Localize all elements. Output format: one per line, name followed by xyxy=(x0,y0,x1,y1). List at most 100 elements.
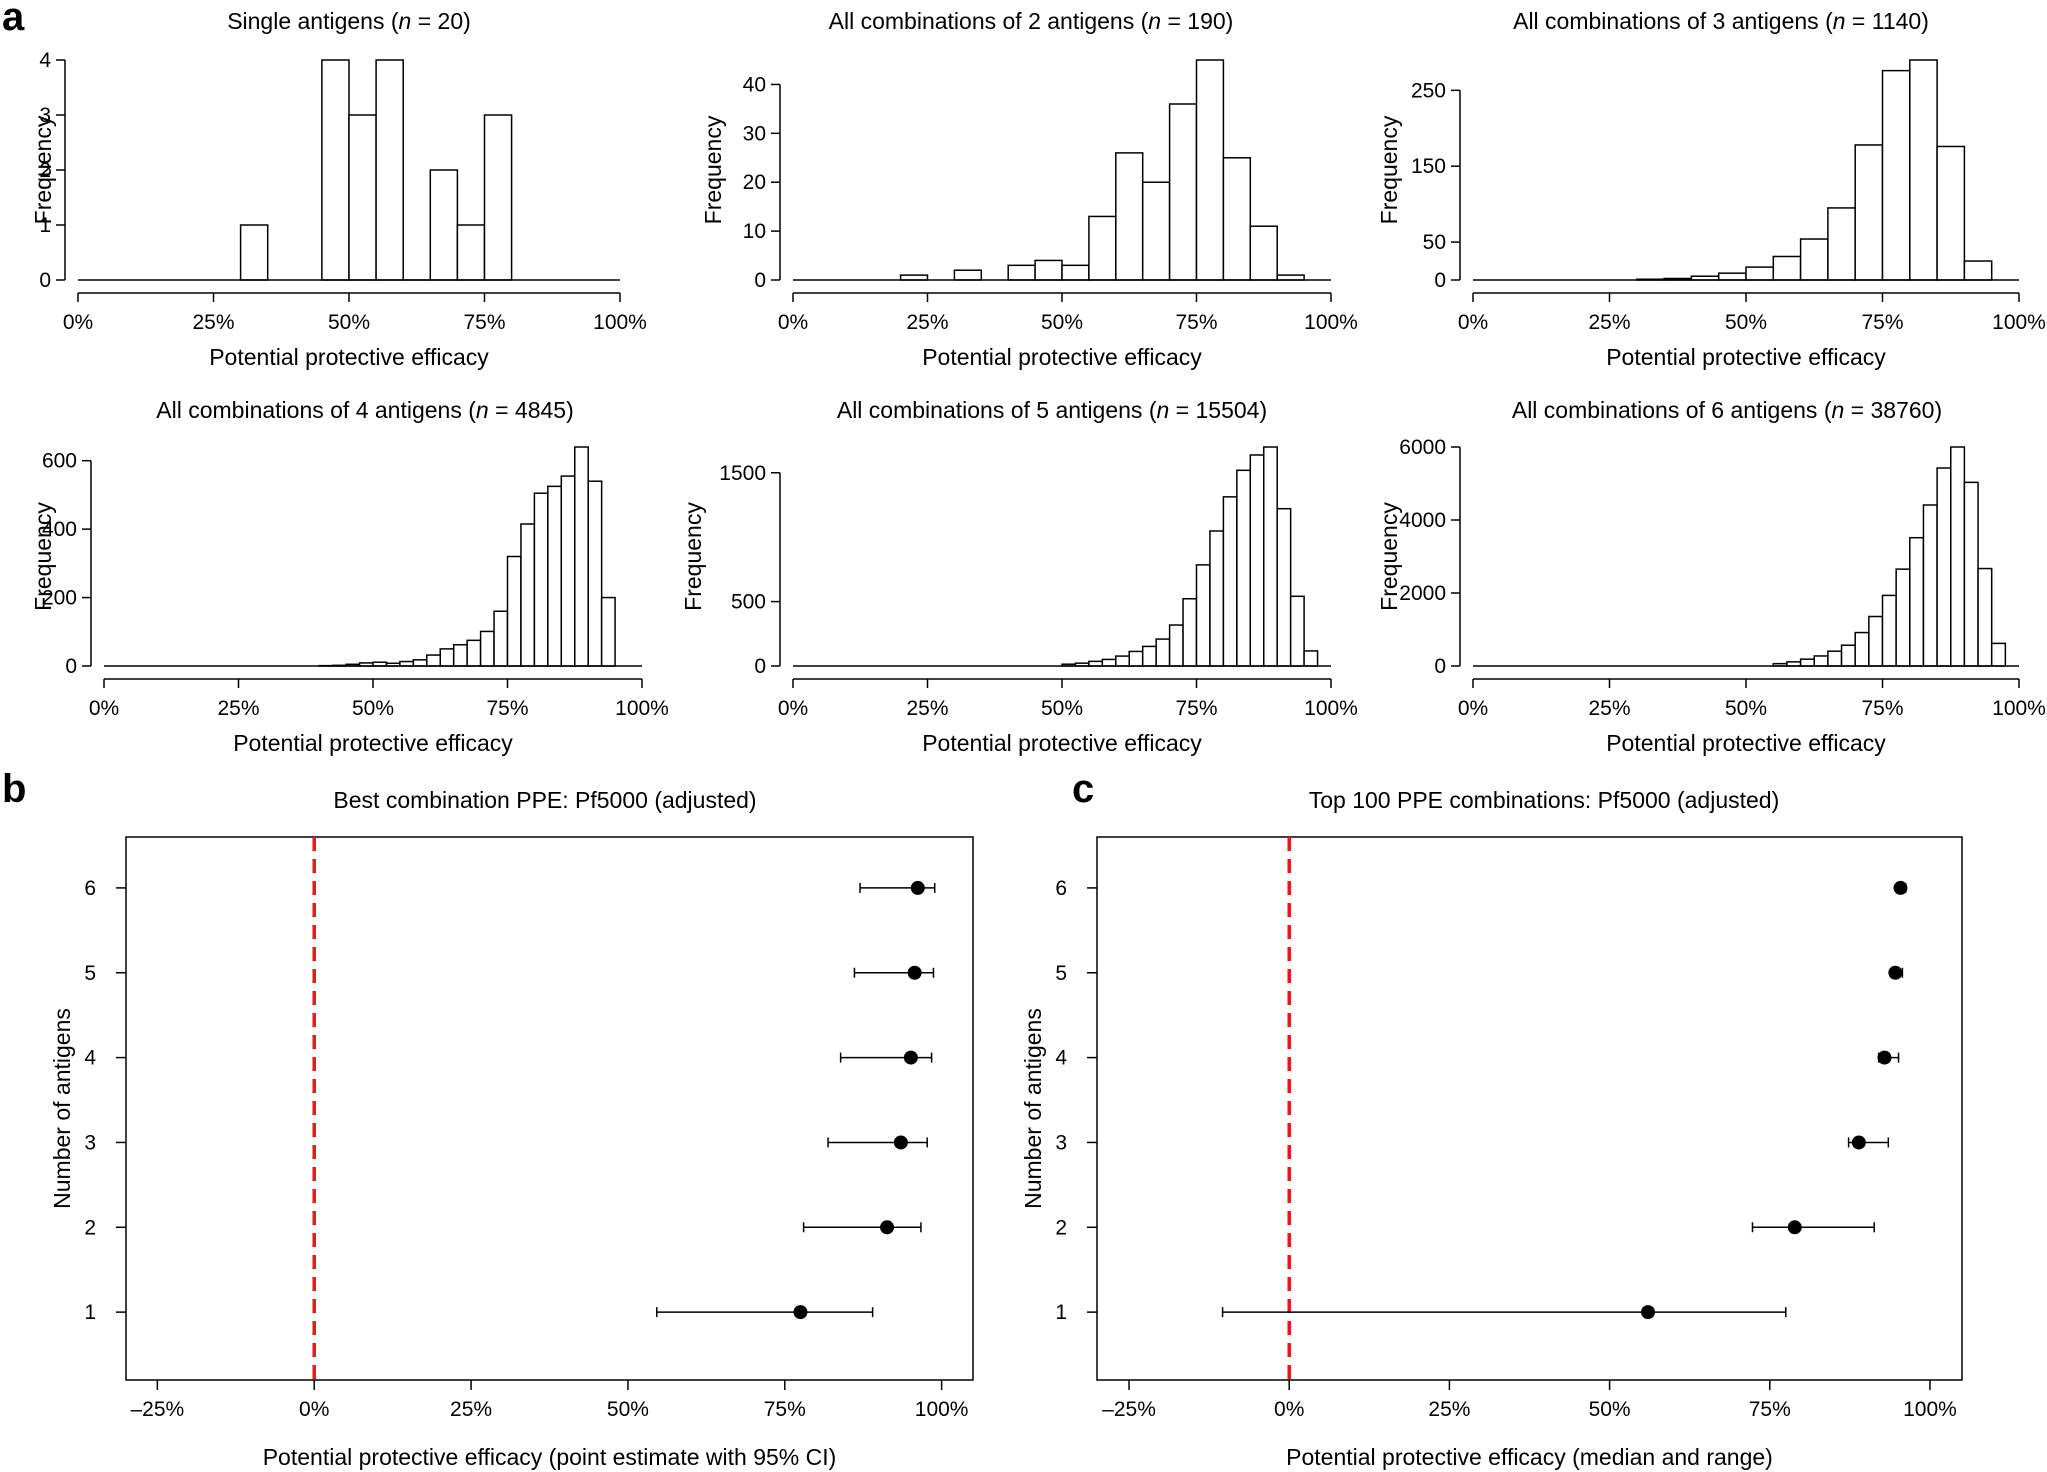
hist-5-bar xyxy=(1115,655,1131,667)
interval-b-x-tick-label: 0% xyxy=(299,1398,329,1421)
hist-5-y-tick-label: 500 xyxy=(731,591,766,614)
hist-4-bar xyxy=(439,648,455,667)
hist-1-bar xyxy=(456,224,486,281)
hist-2-x-label: Potential protective efficacy xyxy=(922,344,1202,370)
hist-5-y-tick-label: 0 xyxy=(754,655,766,678)
hist-1-bar xyxy=(483,114,513,281)
interval-c-y-label: Number of antigens xyxy=(1020,1008,1046,1209)
interval-c-x-tick-label: –25% xyxy=(1102,1398,1156,1421)
hist-6-y-tick-label: 6000 xyxy=(1399,436,1446,459)
interval-b-x-label: Potential protective efficacy (point est… xyxy=(263,1444,837,1470)
panel-label-a: a xyxy=(2,0,25,39)
interval-c-y-tick-label: 5 xyxy=(1055,962,1067,985)
hist-2-y-label: Frequency xyxy=(700,115,726,224)
interval-c-x-tick-label: 25% xyxy=(1428,1398,1470,1421)
interval-b-point xyxy=(907,965,922,980)
hist-2-bar xyxy=(953,269,983,281)
hist-2-bar xyxy=(1222,157,1252,281)
interval-c-plot-frame xyxy=(1096,836,1963,1381)
hist-2-y-tick-label: 40 xyxy=(743,73,766,96)
interval-b-point xyxy=(880,1220,895,1235)
hist-5-bar xyxy=(1128,650,1144,667)
hist-1-bar xyxy=(321,59,350,281)
hist-3-title: All combinations of 3 antigens (n = 1140… xyxy=(1513,8,1929,34)
hist-5-title: All combinations of 5 antigens (n = 1550… xyxy=(837,397,1267,423)
hist-4-bar xyxy=(574,446,589,667)
hist-6-x-label: Potential protective efficacy xyxy=(1606,730,1886,756)
hist-3-y-tick-label: 250 xyxy=(1411,79,1446,102)
hist-4-bar xyxy=(600,596,616,667)
interval-c-point xyxy=(1893,880,1908,895)
hist-5-bar xyxy=(1289,595,1305,667)
hist-4-bar xyxy=(466,639,482,667)
hist-2-x-tick-label: 50% xyxy=(1041,311,1083,334)
hist-2-bar xyxy=(1249,225,1278,281)
panel-label-b: b xyxy=(2,767,26,811)
hist-6-bar xyxy=(1936,467,1952,667)
hist-2-x-tick-label: 0% xyxy=(778,311,808,334)
hist-4-x-tick-label: 0% xyxy=(89,697,119,720)
hist-4-bar xyxy=(412,659,428,667)
hist-2-bar xyxy=(1195,59,1225,281)
interval-c-title: Top 100 PPE combinations: Pf5000 (adjust… xyxy=(1309,787,1780,813)
hist-6-x-tick-label: 50% xyxy=(1725,697,1767,720)
hist-3-y-tick-label: 0 xyxy=(1434,269,1446,292)
interval-b-point xyxy=(793,1305,808,1320)
hist-1-bar xyxy=(429,169,459,281)
hist-6-y-tick-label: 2000 xyxy=(1399,582,1446,605)
hist-5-bar xyxy=(1141,645,1157,667)
interval-b-point xyxy=(893,1135,908,1150)
hist-4-bar xyxy=(479,630,495,667)
hist-5-x-tick-label: 75% xyxy=(1175,697,1217,720)
interval-b-y-tick-label: 6 xyxy=(84,877,96,900)
hist-5-bar xyxy=(1155,638,1171,667)
hist-6-bar xyxy=(1950,446,1966,667)
hist-6-bar xyxy=(1922,504,1938,667)
hist-3-bar xyxy=(1772,255,1802,281)
hist-5-x-tick-label: 100% xyxy=(1304,697,1358,720)
hist-6-y-tick-label: 0 xyxy=(1434,655,1446,678)
hist-2-y-tick-label: 30 xyxy=(743,122,766,145)
hist-1-y-label: Frequency xyxy=(30,115,56,224)
hist-6-bar xyxy=(1909,536,1925,667)
hist-1-x-label: Potential protective efficacy xyxy=(209,344,489,370)
hist-4-bar xyxy=(560,475,576,667)
hist-6-y-label: Frequency xyxy=(1376,502,1402,611)
hist-3-x-tick-label: 100% xyxy=(1992,311,2046,334)
hist-4-x-tick-label: 50% xyxy=(352,697,394,720)
hist-6-bar xyxy=(1977,567,1993,667)
hist-4-x-tick-label: 75% xyxy=(486,697,528,720)
interval-b-plot-frame xyxy=(125,836,974,1381)
interval-c-y-tick-label: 2 xyxy=(1055,1216,1067,1239)
interval-c-x-tick-label: 75% xyxy=(1749,1398,1791,1421)
hist-3-bar xyxy=(1717,272,1747,281)
hist-5-bar xyxy=(1182,598,1198,667)
interval-b-x-tick-label: 100% xyxy=(915,1398,969,1421)
interval-c-point xyxy=(1877,1050,1892,1065)
interval-b-point xyxy=(910,880,925,895)
hist-6-bar xyxy=(1990,642,2007,667)
hist-6-title: All combinations of 6 antigens (n = 3876… xyxy=(1512,397,1942,423)
interval-c-point xyxy=(1888,965,1903,980)
hist-5-y-tick-label: 1500 xyxy=(719,462,766,485)
hist-2-x-tick-label: 75% xyxy=(1175,311,1217,334)
hist-3-bar xyxy=(1881,69,1911,281)
interval-b-title: Best combination PPE: Pf5000 (adjusted) xyxy=(333,787,756,813)
hist-6-x-tick-label: 25% xyxy=(1588,697,1630,720)
hist-3-bar xyxy=(1936,145,1966,281)
hist-5-x-tick-label: 50% xyxy=(1041,697,1083,720)
hist-4-bar xyxy=(452,644,468,667)
interval-c-point xyxy=(1851,1135,1866,1150)
interval-b-y-tick-label: 1 xyxy=(84,1301,96,1324)
hist-5-bar xyxy=(1101,658,1117,667)
interval-b-x-tick-label: 25% xyxy=(450,1398,492,1421)
hist-6-x-tick-label: 100% xyxy=(1992,697,2046,720)
hist-1-bar xyxy=(239,224,269,281)
hist-1-y-tick-label: 1 xyxy=(39,214,51,237)
hist-2-y-tick-label: 20 xyxy=(743,171,766,194)
hist-1-x-tick-label: 50% xyxy=(328,311,370,334)
hist-4-bar xyxy=(520,523,536,667)
hist-4-y-tick-label: 200 xyxy=(42,587,77,610)
interval-c-x-tick-label: 100% xyxy=(1903,1398,1957,1421)
hist-4-y-tick-label: 400 xyxy=(42,518,77,541)
